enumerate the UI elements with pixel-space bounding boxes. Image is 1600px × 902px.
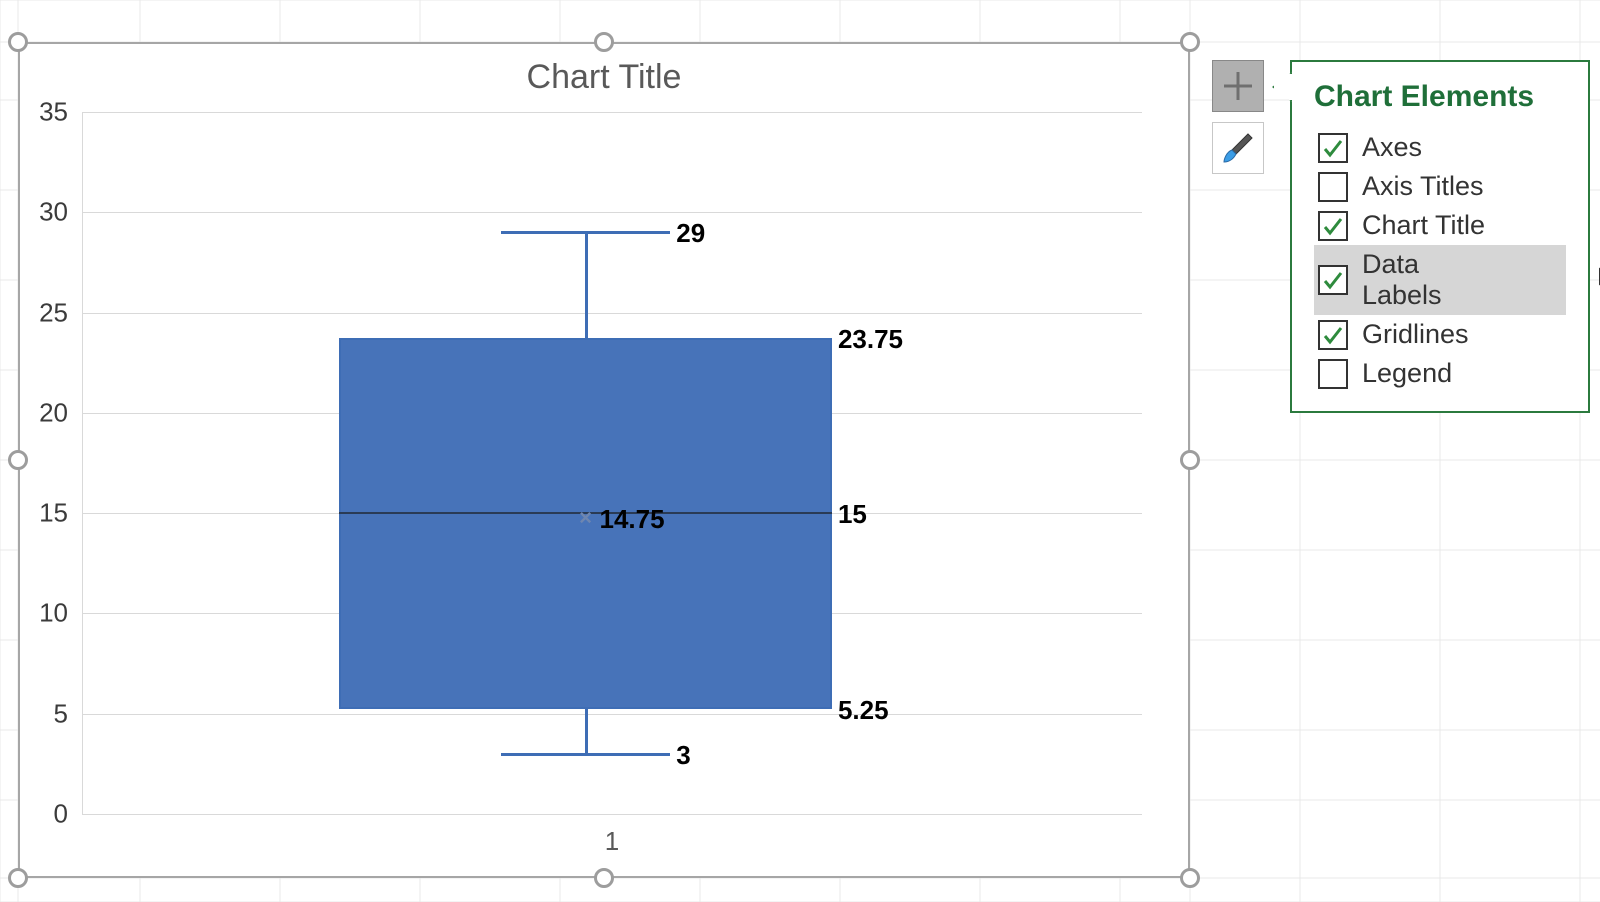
selection-handle[interactable] <box>1180 32 1200 52</box>
plot-area[interactable]: 051015202530351×29323.75155.2514.75 <box>82 112 1142 814</box>
flyout-item-label: Data Labels <box>1362 249 1506 311</box>
selection-handle[interactable] <box>1180 450 1200 470</box>
data-label-median: 15 <box>838 499 867 530</box>
flyout-list: Axes Axis Titles Chart Title Data Labels Gri… <box>1314 128 1566 393</box>
selection-handle[interactable] <box>8 32 28 52</box>
data-label-q1: 5.25 <box>838 695 889 726</box>
flyout-item-label: Gridlines <box>1362 319 1469 350</box>
data-label-min: 3 <box>676 740 690 771</box>
y-tick-label: 25 <box>39 297 68 328</box>
selection-handle[interactable] <box>1180 868 1200 888</box>
mean-marker: × <box>579 505 592 531</box>
flyout-item-axis-titles[interactable]: Axis Titles <box>1314 167 1566 206</box>
checkbox[interactable] <box>1318 211 1348 241</box>
plus-icon <box>1220 68 1256 104</box>
flyout-title: Chart Elements <box>1314 80 1566 114</box>
flyout-item-label: Legend <box>1362 358 1452 389</box>
chart-object[interactable]: Chart Title 0 5 10 15 20 25 30 35 1 × 29 3 23.75 15 5.… <box>18 42 1190 878</box>
chart-styles-button[interactable] <box>1212 122 1264 174</box>
data-label-max: 29 <box>676 218 705 249</box>
data-label-mean: 14.75 <box>600 504 665 535</box>
flyout-item-axes[interactable]: Axes <box>1314 128 1566 167</box>
y-tick-label: 35 <box>39 97 68 128</box>
selection-handle[interactable] <box>8 450 28 470</box>
chart-side-buttons <box>1212 60 1264 174</box>
brush-icon <box>1218 128 1258 168</box>
checkbox[interactable] <box>1318 359 1348 389</box>
whisker-lower <box>585 709 588 754</box>
flyout-item-data-labels[interactable]: Data Labels <box>1314 245 1566 315</box>
y-tick-label: 10 <box>39 598 68 629</box>
checkbox[interactable] <box>1318 172 1348 202</box>
flyout-item-label: Chart Title <box>1362 210 1485 241</box>
flyout-item-gridlines[interactable]: Gridlines <box>1314 315 1566 354</box>
checkbox[interactable] <box>1318 265 1348 295</box>
flyout-item-legend[interactable]: Legend <box>1314 354 1566 393</box>
flyout-item-label: Axis Titles <box>1362 171 1484 202</box>
whisker-upper <box>585 232 588 337</box>
whisker-upper-cap <box>501 231 671 234</box>
y-tick-label: 20 <box>39 397 68 428</box>
chart-elements-button[interactable] <box>1212 60 1264 112</box>
y-axis-line <box>82 112 83 814</box>
y-tick-label: 5 <box>54 698 68 729</box>
flyout-callout-arrow <box>1272 72 1292 102</box>
x-tick-label: 1 <box>605 826 619 857</box>
y-tick-label: 0 <box>54 799 68 830</box>
data-label-q3: 23.75 <box>838 324 903 355</box>
y-tick-label: 15 <box>39 498 68 529</box>
checkbox[interactable] <box>1318 320 1348 350</box>
checkbox[interactable] <box>1318 133 1348 163</box>
flyout-item-chart-title[interactable]: Chart Title <box>1314 206 1566 245</box>
chart-title[interactable]: Chart Title <box>20 58 1188 97</box>
gridline <box>82 714 1142 715</box>
whisker-lower-cap <box>501 753 671 756</box>
gridline <box>82 814 1142 815</box>
chart-elements-flyout: Chart Elements Axes Axis Titles Chart Titl… <box>1290 60 1590 413</box>
submenu-arrow-icon[interactable] <box>1596 265 1600 296</box>
y-tick-label: 30 <box>39 197 68 228</box>
gridline <box>82 313 1142 314</box>
gridline <box>82 212 1142 213</box>
selection-handle[interactable] <box>594 868 614 888</box>
flyout-item-label: Axes <box>1362 132 1422 163</box>
gridline <box>82 112 1142 113</box>
selection-handle[interactable] <box>594 32 614 52</box>
selection-handle[interactable] <box>8 868 28 888</box>
